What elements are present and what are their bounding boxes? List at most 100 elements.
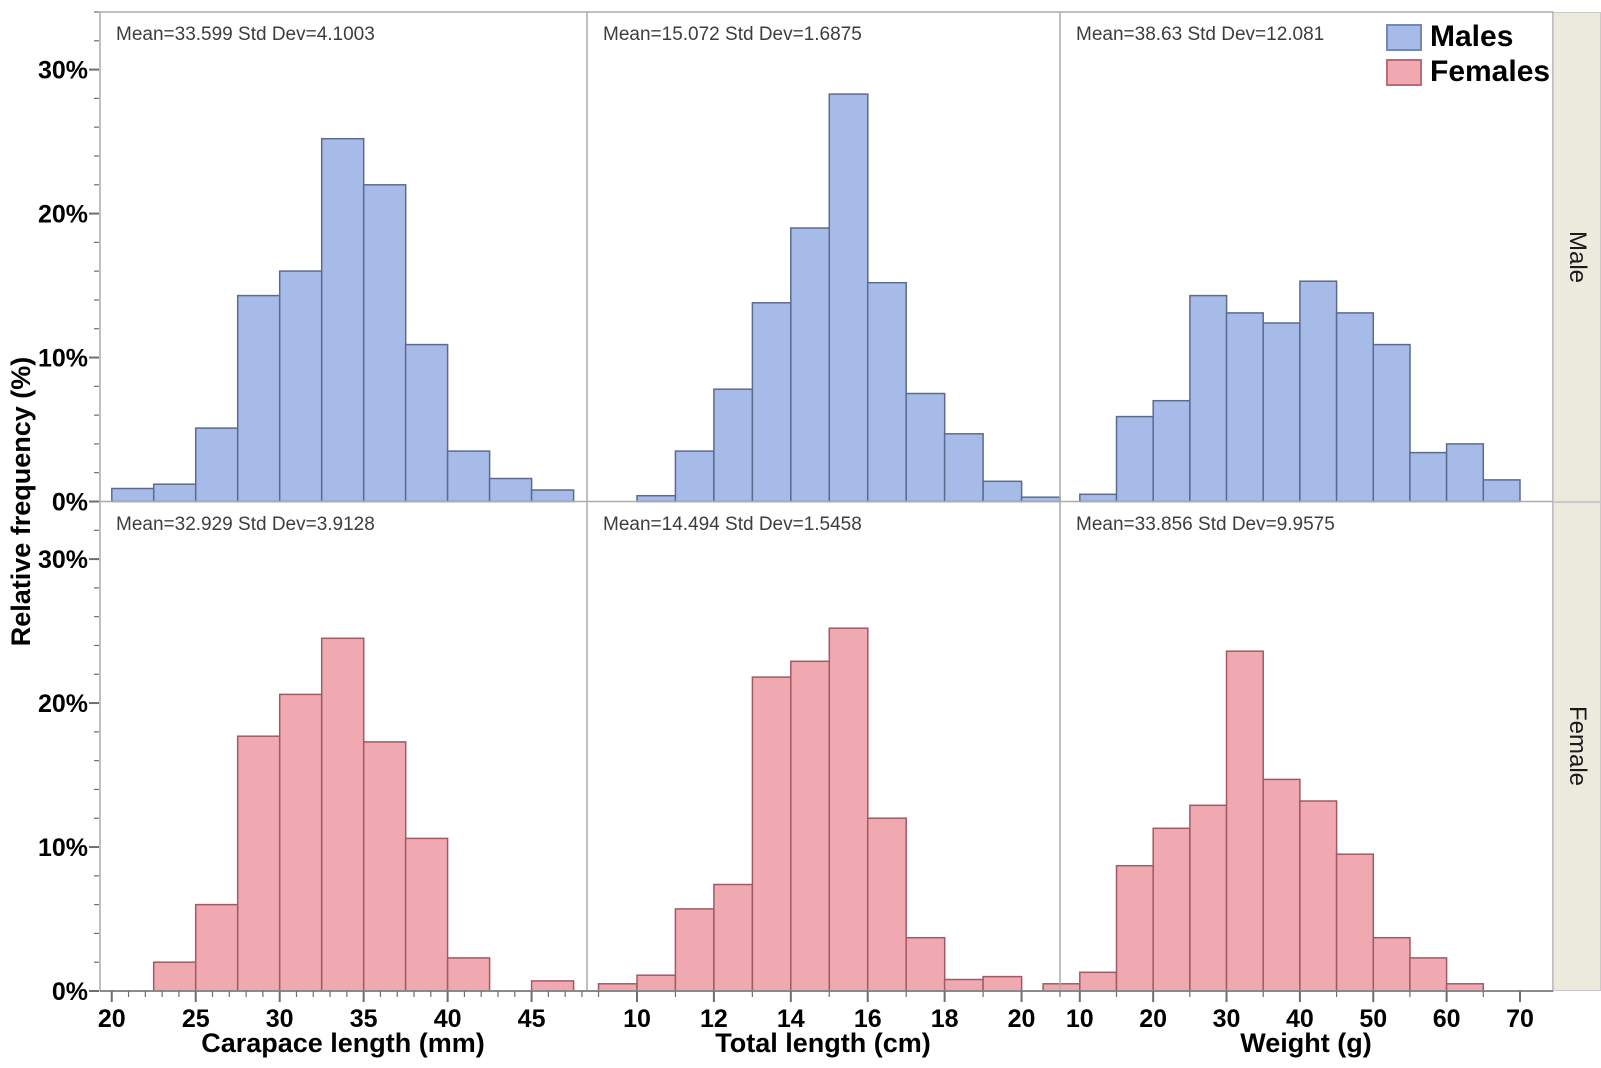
histogram-bar (866, 281, 907, 503)
histogram-bar (1079, 971, 1118, 992)
histogram-bar (1225, 312, 1264, 503)
histogram-bar (278, 270, 323, 503)
row-strip-male-label: Male (1564, 230, 1591, 284)
x-axis-title-carapace: Carapace length (mm) (201, 1028, 485, 1058)
histogram-bar (1262, 322, 1301, 503)
x-tick-label: 30 (1213, 1005, 1241, 1033)
histogram-bar (1189, 294, 1228, 503)
histogram-bar (790, 227, 831, 503)
legend-entry-females: Females (1386, 57, 1550, 87)
histogram-bar (636, 494, 677, 503)
stats-male-weight: Mean=38.63 Std Dev=12.081 (1076, 24, 1325, 45)
histogram-bar (152, 961, 197, 992)
histogram-bar (751, 676, 792, 992)
histogram-bar (1409, 957, 1448, 992)
y-tick-label: 10% (38, 834, 88, 862)
histogram-bar (866, 817, 907, 992)
histogram-bar (1262, 778, 1301, 992)
x-tick-label: 25 (182, 1005, 210, 1033)
histogram-bar (790, 660, 831, 992)
x-tick-label: 20 (1139, 1005, 1167, 1033)
histogram-bar (905, 936, 946, 992)
histogram-bar (152, 483, 197, 503)
histogram-bar (278, 693, 323, 992)
histogram-bar (1299, 280, 1338, 503)
x-tick-label: 20 (1008, 1005, 1036, 1033)
y-tick-label: 10% (38, 345, 88, 373)
histogram-bar (404, 837, 449, 992)
histogram-bar (236, 294, 281, 503)
histogram-bar (362, 741, 407, 992)
x-tick-label: 40 (1286, 1005, 1314, 1033)
histogram-bar (362, 184, 407, 503)
y-axis-title: Relative frequency (%) (6, 356, 36, 647)
legend-label-males: Males (1430, 20, 1514, 53)
row-strip-male: Male (1553, 12, 1601, 502)
histogram-bar (404, 343, 449, 503)
x-tick-label: 45 (518, 1005, 546, 1033)
histogram-bar (1189, 804, 1228, 992)
y-tick-label: 0% (52, 489, 88, 517)
y-tick-label: 30% (38, 57, 88, 85)
histogram-bar (636, 974, 677, 992)
stats-female-length: Mean=14.494 Std Dev=1.5458 (603, 514, 862, 535)
histogram-bar (943, 978, 984, 992)
x-tick-label: 50 (1359, 1005, 1387, 1033)
histogram-bar (1152, 827, 1191, 992)
histogram-bar (1042, 983, 1081, 992)
histogram-bar (1335, 312, 1375, 503)
histogram-bar (1152, 399, 1191, 503)
x-tick-label: 20 (98, 1005, 126, 1033)
histogram-bar (1079, 493, 1118, 503)
histogram-bar (1445, 443, 1485, 503)
histogram-bar (1299, 800, 1338, 992)
x-tick-label: 70 (1506, 1005, 1534, 1033)
stats-female-carapace: Mean=32.929 Std Dev=3.9128 (116, 514, 375, 535)
histogram-bar (1482, 479, 1521, 503)
stats-male-length: Mean=15.072 Std Dev=1.6875 (603, 24, 862, 45)
legend-swatch-males-icon (1386, 23, 1422, 51)
x-tick-label: 35 (350, 1005, 378, 1033)
histogram-bar (194, 427, 239, 503)
x-tick-label: 60 (1433, 1005, 1461, 1033)
histogram-bar (320, 137, 365, 503)
histogram-bar (943, 433, 984, 503)
histogram-bar (982, 975, 1023, 992)
stats-female-weight: Mean=33.856 Std Dev=9.9575 (1076, 514, 1335, 535)
histogram-bar (530, 980, 575, 992)
row-strip-female: Female (1553, 502, 1601, 991)
y-tick-label: 20% (38, 690, 88, 718)
histogram-bar (1335, 853, 1375, 992)
histogram-bar (674, 450, 715, 503)
histogram-bar (982, 480, 1023, 503)
histogram-bar (1115, 864, 1154, 992)
histogram-bar (828, 93, 869, 503)
histogram-bar (488, 477, 533, 503)
histogram-bar (1409, 451, 1448, 503)
histogram-bar (713, 388, 754, 503)
histogram-bar (828, 627, 869, 992)
histogram-bar (236, 735, 281, 992)
x-axis-title-weight: Weight (g) (1240, 1028, 1372, 1058)
x-tick-label: 14 (777, 1005, 805, 1033)
stats-male-carapace: Mean=33.599 Std Dev=4.1003 (116, 24, 375, 45)
x-tick-label: 10 (1066, 1005, 1094, 1033)
histogram-bar (446, 957, 491, 992)
histogram-bar (1372, 936, 1411, 992)
x-tick-label: 40 (434, 1005, 462, 1033)
legend-entry-males: Males (1386, 22, 1550, 52)
x-tick-label: 16 (854, 1005, 882, 1033)
y-tick-label: 0% (52, 978, 88, 1006)
histogram-bar (1372, 343, 1411, 503)
histogram-bar (751, 302, 792, 503)
histogram-bar (194, 903, 239, 992)
y-tick-label: 30% (38, 546, 88, 574)
histogram-bar (674, 908, 715, 992)
histogram-bar (713, 883, 754, 992)
legend: Males Females (1386, 22, 1550, 87)
histogram-bar (1225, 650, 1264, 992)
histogram-bar (1445, 983, 1485, 992)
y-tick-label: 20% (38, 201, 88, 229)
